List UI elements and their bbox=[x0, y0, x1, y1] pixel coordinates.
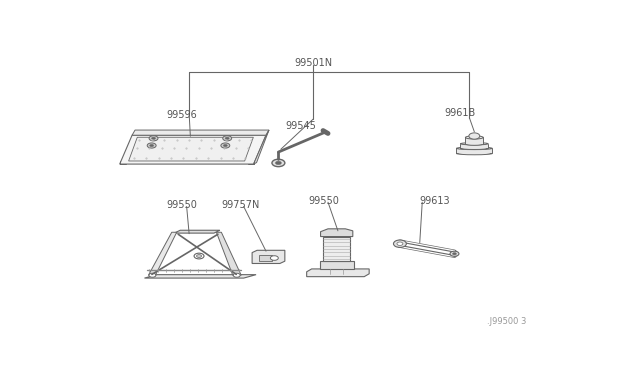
Ellipse shape bbox=[460, 147, 488, 150]
Circle shape bbox=[149, 273, 156, 277]
Polygon shape bbox=[148, 232, 177, 275]
Circle shape bbox=[275, 161, 282, 165]
Ellipse shape bbox=[465, 142, 483, 145]
Polygon shape bbox=[174, 230, 220, 233]
Circle shape bbox=[221, 143, 230, 148]
Bar bbox=[465, 137, 483, 144]
Polygon shape bbox=[321, 229, 353, 237]
Circle shape bbox=[149, 136, 158, 141]
Polygon shape bbox=[319, 262, 355, 269]
Polygon shape bbox=[252, 250, 285, 263]
Circle shape bbox=[233, 273, 240, 277]
Ellipse shape bbox=[456, 152, 492, 155]
Bar bbox=[456, 148, 492, 154]
Ellipse shape bbox=[469, 133, 480, 139]
Polygon shape bbox=[216, 232, 241, 275]
Circle shape bbox=[450, 251, 459, 256]
Polygon shape bbox=[129, 137, 253, 161]
Polygon shape bbox=[253, 130, 269, 164]
Circle shape bbox=[397, 242, 403, 246]
Circle shape bbox=[272, 159, 285, 167]
Text: .J99500 3: .J99500 3 bbox=[486, 317, 526, 326]
Circle shape bbox=[152, 137, 156, 140]
Polygon shape bbox=[132, 130, 269, 135]
Text: 99501N: 99501N bbox=[294, 58, 332, 68]
Ellipse shape bbox=[460, 142, 488, 145]
Text: 99545: 99545 bbox=[286, 121, 317, 131]
Circle shape bbox=[452, 253, 456, 255]
Circle shape bbox=[270, 256, 278, 260]
Circle shape bbox=[394, 240, 406, 247]
Circle shape bbox=[196, 254, 202, 257]
Text: 99596: 99596 bbox=[167, 110, 198, 120]
Circle shape bbox=[147, 143, 156, 148]
Circle shape bbox=[223, 136, 232, 141]
Polygon shape bbox=[120, 135, 266, 164]
Polygon shape bbox=[145, 275, 256, 278]
Polygon shape bbox=[323, 237, 350, 262]
Text: 9961B: 9961B bbox=[445, 108, 476, 118]
Text: 99550: 99550 bbox=[167, 200, 198, 210]
Ellipse shape bbox=[465, 136, 483, 139]
Bar bbox=[460, 144, 488, 148]
Ellipse shape bbox=[456, 147, 492, 150]
Circle shape bbox=[225, 137, 229, 140]
Circle shape bbox=[194, 253, 204, 259]
Text: 99613: 99613 bbox=[420, 196, 451, 206]
Bar bbox=[259, 255, 271, 261]
Polygon shape bbox=[307, 269, 369, 277]
Text: 99757N: 99757N bbox=[221, 200, 260, 210]
Circle shape bbox=[223, 144, 227, 147]
Circle shape bbox=[150, 144, 154, 147]
Text: 99550: 99550 bbox=[308, 196, 339, 206]
